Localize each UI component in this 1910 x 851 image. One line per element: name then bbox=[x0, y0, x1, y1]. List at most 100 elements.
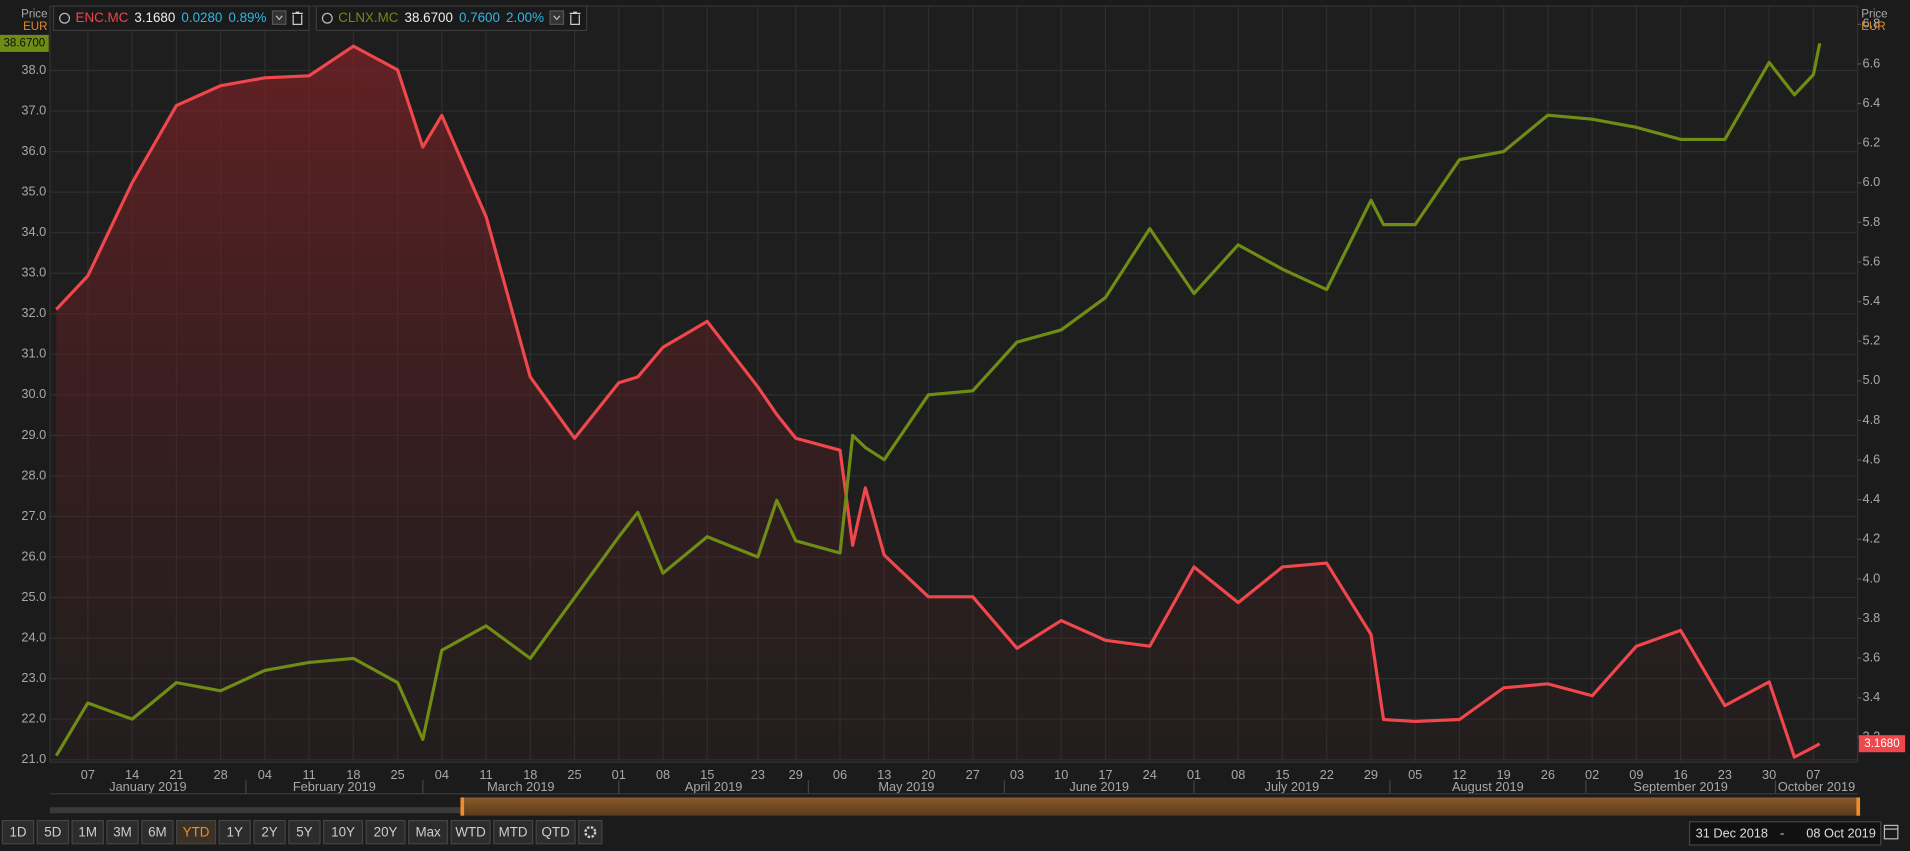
range-button[interactable] bbox=[36, 819, 70, 845]
month-label: June 2019 bbox=[1069, 779, 1129, 794]
y-tick-label: 30.0 bbox=[21, 386, 46, 401]
legend-item: ENC.MC 3.1680 0.0280 0.89% bbox=[52, 5, 310, 32]
range-button-label: 5D bbox=[44, 824, 61, 839]
range-button-label: Max bbox=[415, 824, 441, 839]
month-label: September 2019 bbox=[1633, 779, 1727, 794]
y2-tick-label: 4.0 bbox=[1862, 570, 1880, 585]
range-button[interactable] bbox=[141, 819, 174, 845]
range-button[interactable] bbox=[535, 819, 576, 845]
series-line bbox=[55, 44, 1821, 759]
x-tick-label: 06 bbox=[833, 767, 847, 782]
dropdown-arrow bbox=[275, 15, 283, 21]
range-button-label: 1Y bbox=[227, 824, 243, 839]
range-button-label: 3M bbox=[113, 824, 132, 839]
last-value-badge bbox=[1858, 735, 1906, 753]
range-button-label: QTD bbox=[542, 824, 571, 839]
delete-icon[interactable] bbox=[569, 11, 581, 25]
dropdown-button[interactable] bbox=[549, 10, 565, 25]
range-button[interactable] bbox=[408, 819, 449, 845]
x-tick-label: 10 bbox=[1054, 767, 1068, 782]
y2-tick-label: 4.2 bbox=[1862, 531, 1880, 546]
x-tick-label: 23 bbox=[1718, 767, 1732, 782]
legend-name: CLNX.MC bbox=[338, 10, 399, 25]
range-button[interactable] bbox=[1, 819, 35, 845]
x-tick-label: 18 bbox=[523, 767, 537, 782]
legend-box bbox=[315, 5, 588, 32]
x-tick-label: 26 bbox=[1541, 767, 1555, 782]
y2-tick-label: 4.4 bbox=[1862, 491, 1880, 506]
y2-tick-label: 4.6 bbox=[1862, 451, 1880, 466]
navigator-handle[interactable] bbox=[460, 797, 465, 816]
month-label: April 2019 bbox=[685, 779, 742, 794]
x-tick-label: 08 bbox=[656, 767, 670, 782]
x-tick-label: 11 bbox=[302, 767, 315, 782]
month-label: May 2019 bbox=[878, 779, 934, 794]
y-tick-label: 37.0 bbox=[21, 102, 46, 117]
range-button-label: 2Y bbox=[261, 824, 277, 839]
x-tick-label: 28 bbox=[213, 767, 227, 782]
month-label: August 2019 bbox=[1452, 779, 1524, 794]
x-tick-label: 29 bbox=[789, 767, 803, 782]
y2-tick-label: 3.6 bbox=[1862, 650, 1880, 665]
x-tick-label: 05 bbox=[1408, 767, 1422, 782]
x-tick-label: 12 bbox=[1452, 767, 1466, 782]
range-button[interactable] bbox=[365, 819, 406, 845]
x-tick-label: 01 bbox=[612, 767, 626, 782]
y-tick-label: 32.0 bbox=[21, 305, 46, 320]
y-tick-label: 36.0 bbox=[21, 143, 46, 158]
series-line bbox=[54, 43, 1822, 757]
month-label: January 2019 bbox=[109, 779, 186, 794]
range-button[interactable] bbox=[288, 819, 321, 845]
x-tick-label: 08 bbox=[1231, 767, 1245, 782]
range-button-label: YTD bbox=[183, 824, 210, 839]
calendar-icon[interactable] bbox=[1883, 824, 1899, 840]
range-button[interactable] bbox=[323, 819, 364, 845]
settings-button[interactable] bbox=[578, 819, 603, 845]
legend-item: CLNX.MC 38.6700 0.7600 2.00% bbox=[315, 5, 588, 32]
range-button[interactable] bbox=[253, 819, 286, 845]
x-tick-label: 13 bbox=[877, 767, 891, 782]
x-tick-label: 24 bbox=[1143, 767, 1157, 782]
y2-tick-label: 5.4 bbox=[1862, 293, 1880, 308]
legend-change: 0.0280 bbox=[181, 10, 222, 25]
y-tick-label: 22.0 bbox=[21, 711, 46, 726]
y2-tick-label: 3.4 bbox=[1862, 689, 1880, 704]
legend-change-pct: 0.89% bbox=[228, 10, 266, 25]
y2-tick-label: 4.8 bbox=[1862, 412, 1880, 427]
date-range-box[interactable] bbox=[1688, 821, 1882, 846]
range-button-label: 20Y bbox=[374, 824, 398, 839]
range-button[interactable] bbox=[106, 819, 139, 845]
y2-tick-label: 5.2 bbox=[1862, 333, 1880, 348]
x-tick-label: 30 bbox=[1762, 767, 1776, 782]
x-tick-label: 09 bbox=[1629, 767, 1643, 782]
x-tick-label: 23 bbox=[751, 767, 765, 782]
range-button[interactable] bbox=[218, 819, 251, 845]
x-tick-label: 01 bbox=[1187, 767, 1201, 782]
y-tick-label: 25.0 bbox=[21, 589, 46, 604]
date-from: 31 Dec 2018 bbox=[1696, 825, 1768, 840]
range-button-label: 6M bbox=[148, 824, 167, 839]
x-tick-label: 18 bbox=[346, 767, 360, 782]
range-button[interactable] bbox=[450, 819, 491, 845]
range-button[interactable] bbox=[493, 819, 534, 845]
x-tick-label: 15 bbox=[700, 767, 714, 782]
x-tick-label: 25 bbox=[567, 767, 581, 782]
x-tick-label: 02 bbox=[1585, 767, 1599, 782]
y-tick-label: 27.0 bbox=[21, 508, 46, 523]
range-button-label: MTD bbox=[499, 824, 528, 839]
dropdown-button[interactable] bbox=[271, 10, 287, 25]
last-value-badge bbox=[0, 34, 49, 52]
x-tick-label: 07 bbox=[81, 767, 95, 782]
month-label: February 2019 bbox=[293, 779, 376, 794]
x-tick-label: 17 bbox=[1098, 767, 1112, 782]
range-button[interactable] bbox=[176, 819, 217, 845]
delete-icon[interactable] bbox=[291, 11, 303, 25]
y2-tick-label: 5.6 bbox=[1862, 253, 1880, 268]
navigator-handle[interactable] bbox=[1856, 797, 1861, 816]
y-tick-label: 26.0 bbox=[21, 548, 46, 563]
x-tick-label: 07 bbox=[1806, 767, 1820, 782]
x-tick-label: 04 bbox=[258, 767, 272, 782]
navigator-selection[interactable] bbox=[462, 797, 1858, 816]
range-button[interactable] bbox=[71, 819, 104, 845]
